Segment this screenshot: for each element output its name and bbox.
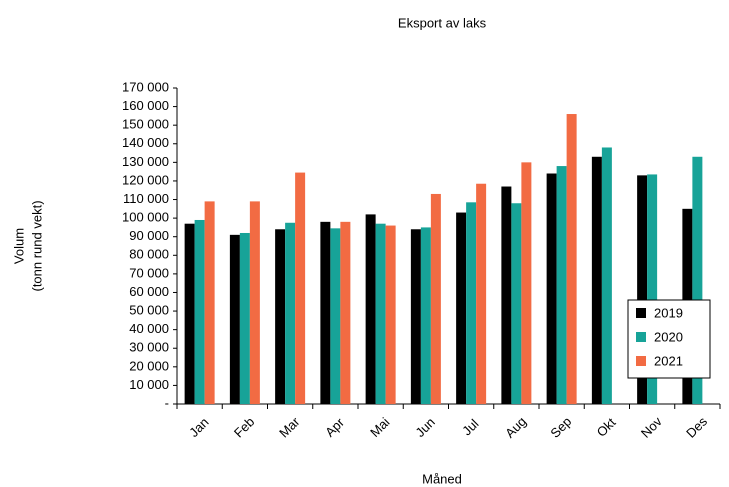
y-tick-label: 150 000 (122, 117, 169, 132)
bar (340, 221, 351, 404)
bar (566, 114, 577, 404)
bar (420, 227, 431, 404)
x-tick-label: Mar (276, 414, 303, 441)
bar (184, 223, 195, 404)
legend-swatch (636, 332, 646, 342)
bar (229, 234, 240, 404)
bar (466, 202, 477, 404)
legend-swatch (636, 308, 646, 318)
x-tick-label: Jun (412, 415, 437, 440)
bar (501, 186, 512, 404)
y-tick-label: 110 000 (123, 191, 169, 206)
y-tick-label: 70 000 (129, 265, 169, 280)
y-tick-label: 90 000 (129, 228, 169, 243)
bar (295, 172, 306, 404)
x-tick-label: Jul (459, 416, 481, 438)
y-tick-label: 30 000 (129, 340, 169, 355)
bar (239, 232, 250, 404)
bar (285, 222, 296, 404)
bar (637, 175, 648, 404)
legend-label: 2020 (654, 329, 683, 344)
x-tick-label: Apr (322, 414, 347, 439)
bar (647, 174, 658, 404)
x-tick-label: Mai (367, 414, 392, 439)
x-tick-label: Sep (547, 414, 574, 441)
bar (330, 228, 341, 404)
x-axis-label: Måned (422, 471, 462, 486)
x-tick-label: Feb (231, 414, 257, 440)
y-tick-label: - (165, 395, 169, 410)
y-tick-label: 60 000 (129, 284, 169, 299)
x-tick-label: Jan (186, 415, 211, 440)
y-tick-label: 120 000 (122, 172, 169, 187)
y-tick-label: 140 000 (122, 135, 169, 150)
x-tick-label: Aug (502, 414, 529, 441)
bar (692, 156, 703, 404)
y-axis-label: Volum (11, 228, 26, 264)
bar (601, 147, 612, 404)
bar (385, 225, 396, 404)
bar (476, 183, 487, 404)
y-tick-label: 130 000 (122, 154, 169, 169)
bar (546, 173, 557, 404)
y-tick-label: 40 000 (129, 321, 169, 336)
y-tick-label: 50 000 (129, 302, 169, 317)
legend-swatch (636, 356, 646, 366)
legend-label: 2019 (654, 305, 683, 320)
x-tick-label: Okt (594, 415, 619, 440)
x-tick-label: Nov (638, 413, 665, 440)
bar (430, 193, 441, 404)
legend-label: 2021 (654, 353, 683, 368)
bar (591, 156, 602, 404)
x-tick-label: Des (683, 413, 710, 440)
y-tick-label: 10 000 (129, 377, 169, 392)
y-axis-label: (tonn rund vekt) (29, 200, 44, 291)
bar (320, 221, 331, 404)
bar (275, 229, 286, 404)
bar (204, 201, 215, 404)
chart-title: Eksport av laks (398, 15, 487, 30)
y-tick-label: 80 000 (129, 247, 169, 262)
bar (365, 214, 376, 404)
y-tick-label: 20 000 (129, 358, 169, 373)
bar (375, 223, 386, 404)
y-tick-label: 100 000 (122, 210, 169, 225)
bar (556, 166, 567, 404)
bar (456, 212, 467, 404)
bar (249, 201, 260, 404)
y-tick-label: 170 000 (122, 79, 169, 94)
bar (410, 229, 421, 404)
y-tick-label: 160 000 (122, 98, 169, 113)
bar (194, 219, 205, 404)
bar (511, 203, 522, 404)
bar (521, 162, 532, 404)
